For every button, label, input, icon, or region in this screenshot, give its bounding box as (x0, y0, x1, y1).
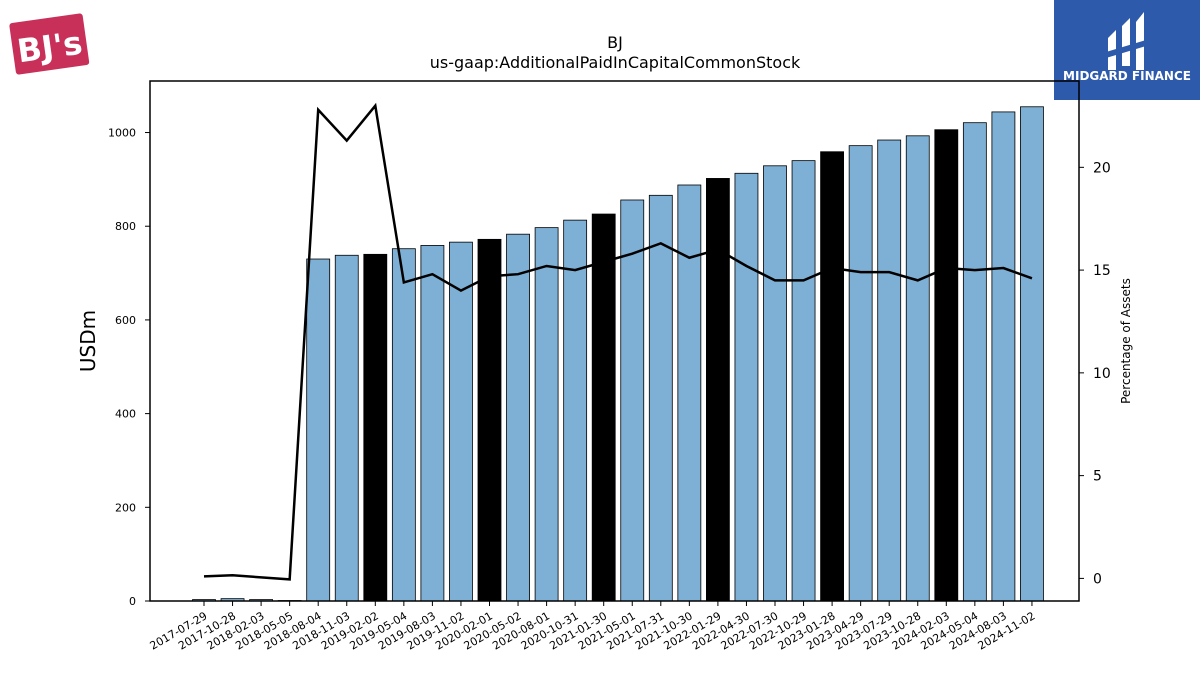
y2-tick-label: 5 (1093, 469, 1102, 485)
bar (420, 245, 445, 602)
y-tick-label: 1000 (108, 127, 136, 140)
company-logo: BJ's (9, 13, 90, 75)
y-axis-right: 0 5 10 15 20 (1079, 160, 1111, 587)
bar (648, 194, 673, 602)
y2-tick-label: 0 (1093, 571, 1102, 587)
brand-logo: MIDGARD FINANCE (1054, 0, 1200, 100)
y2-tick-label: 15 (1093, 263, 1111, 279)
y-tick-label: 200 (115, 501, 136, 514)
bar (334, 254, 359, 602)
bar (506, 233, 530, 602)
bar (877, 139, 902, 602)
bar (820, 151, 844, 602)
y-axis-left: 0 200 400 600 800 1000 (108, 127, 150, 608)
y-tick-label: 600 (115, 314, 136, 327)
bar (991, 111, 1016, 602)
chart-title: BJ (607, 33, 623, 52)
bar (734, 172, 759, 602)
bar (905, 135, 930, 602)
y-axis-label: USDm (76, 310, 100, 372)
bar (563, 219, 588, 602)
bar (1020, 106, 1044, 602)
brand-logo-text: MIDGARD FINANCE (1063, 69, 1191, 83)
bar (763, 165, 787, 602)
line-series (203, 102, 1033, 581)
plot-frame (149, 80, 1080, 602)
bar (848, 145, 873, 602)
chart-subtitle: us-gaap:AdditionalPaidInCapitalCommonSto… (430, 53, 801, 72)
bar (962, 122, 987, 602)
bar (534, 227, 559, 602)
y-tick-label: 800 (115, 220, 136, 233)
company-logo-badge (9, 13, 90, 75)
bar (477, 238, 502, 602)
x-axis: 2017-07-292017-10-282018-02-032018-05-05… (148, 601, 1037, 653)
y2-tick-label: 10 (1093, 366, 1111, 382)
y-tick-label: 0 (129, 595, 136, 608)
bar (449, 241, 473, 602)
y2-axis-label: Percentage of Assets (1119, 278, 1133, 404)
bar (620, 199, 645, 602)
company-logo-text: BJ's (15, 24, 85, 71)
y-tick-label: 400 (115, 408, 136, 421)
y2-tick-label: 20 (1093, 160, 1111, 176)
bar (391, 248, 416, 602)
pct-assets-line (203, 102, 1033, 581)
bar (934, 129, 959, 602)
bar-series (192, 106, 1044, 602)
bar (591, 213, 616, 602)
bar (306, 258, 331, 602)
brand-logo-emblem (1106, 12, 1146, 70)
bar (706, 178, 730, 602)
bar (791, 160, 816, 602)
bar (677, 184, 702, 602)
bar (363, 253, 388, 602)
